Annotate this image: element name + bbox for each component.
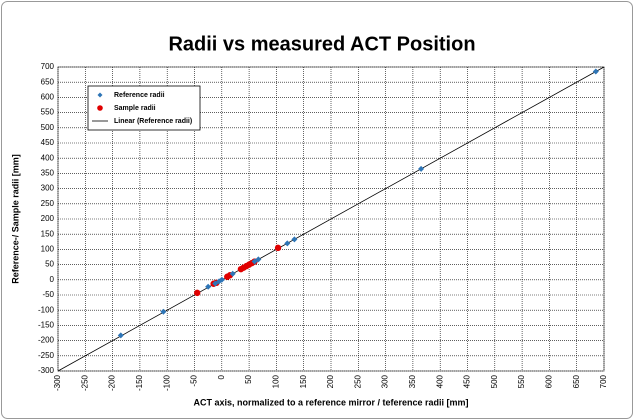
- x-tick-label: 250: [353, 374, 362, 388]
- y-tick-label: 650: [41, 77, 55, 86]
- y-tick-label: 500: [41, 123, 55, 132]
- trend-line: [57, 66, 605, 372]
- y-tick-label: -100: [38, 305, 55, 314]
- y-tick-label: 400: [41, 153, 55, 162]
- x-tick-label: 500: [490, 374, 499, 388]
- legend-label: Reference radii: [114, 92, 165, 99]
- y-tick-label: 0: [50, 275, 55, 284]
- y-tick-label: 550: [41, 108, 55, 117]
- point: [218, 276, 225, 283]
- y-tick-label: -150: [38, 321, 55, 330]
- y-tick-label: -200: [38, 336, 55, 345]
- y-tick-label: 350: [41, 169, 55, 178]
- y-tick-label: 150: [41, 229, 55, 238]
- point: [160, 308, 167, 315]
- y-tick-label: 50: [45, 260, 54, 269]
- x-tick-label: 50: [244, 374, 253, 383]
- x-tick-label: -200: [108, 374, 117, 391]
- x-tick-label: 200: [326, 374, 335, 388]
- point: [117, 332, 124, 339]
- x-tick-label: 100: [272, 374, 281, 388]
- point: [418, 165, 425, 172]
- legend-marker: [97, 92, 103, 98]
- x-tick-label: 400: [435, 374, 444, 388]
- y-tick-label: -250: [38, 351, 55, 360]
- x-tick-label: 550: [517, 374, 526, 388]
- x-tick-label: 350: [408, 374, 417, 388]
- point: [255, 256, 262, 263]
- legend-label: Linear (Reference radii): [114, 118, 192, 125]
- y-tick-label: -50: [42, 290, 54, 299]
- y-tick-label: 700: [41, 62, 55, 71]
- y-tick-label: -300: [38, 366, 55, 375]
- x-tick-label: -300: [53, 374, 62, 391]
- y-axis-label: Reference-/ Sample radii [mm]: [10, 154, 20, 284]
- legend: [87, 85, 201, 131]
- point: [205, 283, 212, 290]
- x-tick-label: 700: [599, 374, 608, 388]
- x-tick-label: 300: [381, 374, 390, 388]
- y-tick-label: 250: [41, 199, 55, 208]
- y-tick-label: 600: [41, 93, 55, 102]
- y-tick-label: 200: [41, 214, 55, 223]
- point: [291, 236, 298, 243]
- x-tick-label: 450: [463, 374, 472, 388]
- x-tick-label: 0: [217, 374, 226, 379]
- x-tick-label: -100: [162, 374, 171, 391]
- point: [592, 68, 599, 75]
- x-tick-label: -150: [135, 374, 144, 391]
- x-tick-label: 600: [545, 374, 554, 388]
- point: [229, 270, 236, 277]
- y-tick-label: 450: [41, 138, 55, 147]
- legend-marker: [97, 105, 103, 111]
- x-axis-label: ACT axis, normalized to a reference mirr…: [193, 397, 468, 407]
- y-tick-label: 300: [41, 184, 55, 193]
- point: [194, 289, 201, 297]
- legend-label: Sample radii: [114, 105, 156, 112]
- x-tick-label: 150: [299, 374, 308, 388]
- point: [274, 244, 282, 252]
- point: [284, 240, 291, 247]
- x-tick-label: -250: [80, 374, 89, 391]
- chart-title: Radii vs measured ACT Position: [168, 33, 475, 55]
- x-tick-label: -50: [190, 374, 199, 386]
- x-tick-label: 650: [572, 374, 581, 388]
- y-tick-label: 100: [41, 245, 55, 254]
